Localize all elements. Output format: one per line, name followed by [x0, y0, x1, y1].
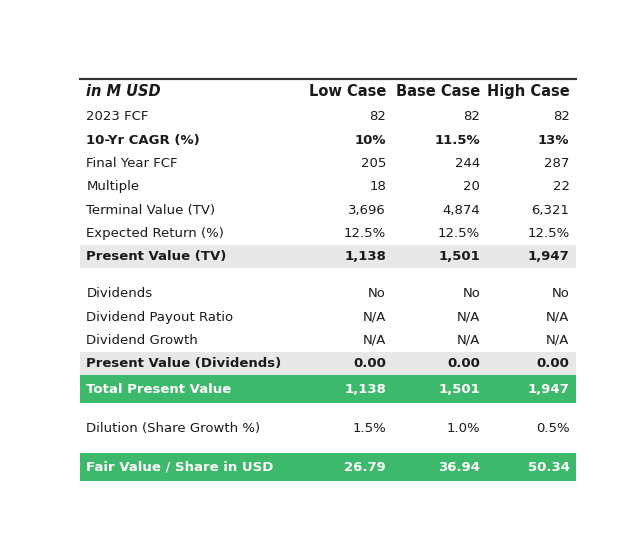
Text: 1,138: 1,138 [344, 250, 386, 263]
Text: 20: 20 [463, 180, 480, 193]
Text: Dividend Payout Ratio: Dividend Payout Ratio [86, 311, 234, 323]
Text: 82: 82 [369, 110, 386, 123]
Text: No: No [368, 287, 386, 300]
Text: 10-Yr CAGR (%): 10-Yr CAGR (%) [86, 134, 200, 146]
Bar [80, 268, 576, 282]
Text: 1,138: 1,138 [344, 383, 386, 395]
Text: 26.79: 26.79 [344, 461, 386, 474]
Bar [80, 453, 576, 481]
Text: 82: 82 [553, 110, 570, 123]
Bar [80, 128, 576, 152]
Text: Terminal Value (TV): Terminal Value (TV) [86, 204, 216, 217]
Bar [80, 352, 576, 375]
Bar [80, 305, 576, 329]
Text: 0.5%: 0.5% [536, 422, 570, 435]
Text: No: No [552, 287, 570, 300]
Text: 12.5%: 12.5% [344, 227, 386, 240]
Bar [80, 329, 576, 352]
Text: Dividend Growth: Dividend Growth [86, 334, 198, 347]
Text: Final Year FCF: Final Year FCF [86, 157, 178, 170]
Text: 18: 18 [369, 180, 386, 193]
Bar [80, 282, 576, 305]
Text: Expected Return (%): Expected Return (%) [86, 227, 225, 240]
Text: 0.00: 0.00 [353, 357, 386, 370]
Bar [80, 403, 576, 416]
Bar [80, 375, 576, 403]
Text: 13%: 13% [538, 134, 570, 146]
Bar [80, 222, 576, 245]
Text: 12.5%: 12.5% [527, 227, 570, 240]
Text: Dividends: Dividends [86, 287, 152, 300]
Text: 82: 82 [463, 110, 480, 123]
Bar [80, 105, 576, 128]
Text: N/A: N/A [546, 334, 570, 347]
Text: No: No [462, 287, 480, 300]
Bar [80, 199, 576, 222]
Text: Low Case: Low Case [308, 84, 386, 100]
Text: 22: 22 [552, 180, 570, 193]
Text: N/A: N/A [363, 334, 386, 347]
Text: 205: 205 [361, 157, 386, 170]
Text: 50.34: 50.34 [527, 461, 570, 474]
Text: 1,947: 1,947 [528, 383, 570, 395]
Text: N/A: N/A [546, 311, 570, 323]
Text: 2023 FCF: 2023 FCF [86, 110, 149, 123]
Text: Base Case: Base Case [396, 84, 480, 100]
Bar [80, 440, 576, 453]
Text: 12.5%: 12.5% [438, 227, 480, 240]
Text: 6,321: 6,321 [532, 204, 570, 217]
Text: 10%: 10% [355, 134, 386, 146]
Text: Present Value (TV): Present Value (TV) [86, 250, 227, 263]
Text: Multiple: Multiple [86, 180, 140, 193]
Bar [80, 245, 576, 268]
Text: Total Present Value: Total Present Value [86, 383, 232, 395]
Bar [80, 175, 576, 199]
Bar [80, 416, 576, 440]
Text: 1,947: 1,947 [528, 250, 570, 263]
Text: 11.5%: 11.5% [435, 134, 480, 146]
Text: 244: 244 [455, 157, 480, 170]
Bar [80, 79, 576, 105]
Text: N/A: N/A [457, 311, 480, 323]
Text: N/A: N/A [363, 311, 386, 323]
Text: 0.00: 0.00 [537, 357, 570, 370]
Text: Dilution (Share Growth %): Dilution (Share Growth %) [86, 422, 260, 435]
Text: High Case: High Case [487, 84, 570, 100]
Text: 3,696: 3,696 [348, 204, 386, 217]
Text: Present Value (Dividends): Present Value (Dividends) [86, 357, 282, 370]
Text: 0.00: 0.00 [447, 357, 480, 370]
Text: 1,501: 1,501 [438, 383, 480, 395]
Text: 1,501: 1,501 [438, 250, 480, 263]
Text: 1.0%: 1.0% [447, 422, 480, 435]
Text: 1.5%: 1.5% [352, 422, 386, 435]
Text: in M USD: in M USD [86, 84, 161, 100]
Text: 4,874: 4,874 [442, 204, 480, 217]
Bar [80, 152, 576, 175]
Text: Fair Value / Share in USD: Fair Value / Share in USD [86, 461, 274, 474]
Text: 36.94: 36.94 [438, 461, 480, 474]
Text: N/A: N/A [457, 334, 480, 347]
Text: 287: 287 [544, 157, 570, 170]
